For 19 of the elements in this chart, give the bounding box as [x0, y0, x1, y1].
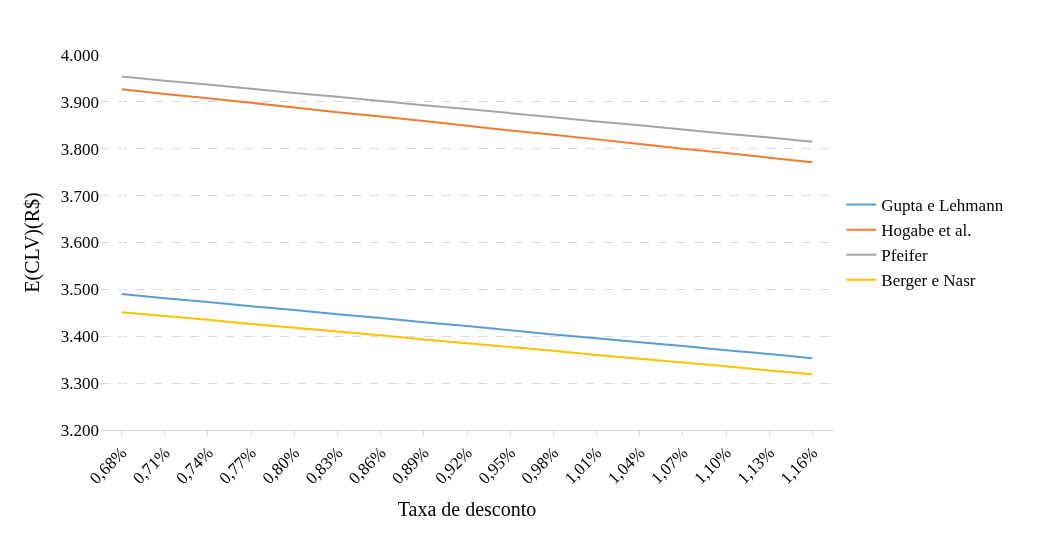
y-tick-label: 3.400 — [60, 327, 99, 347]
legend-label: Berger e Nasr — [881, 271, 976, 291]
y-tick-label: 3.600 — [60, 233, 99, 253]
line-series — [120, 311, 814, 376]
y-tick-label: 3.200 — [60, 420, 99, 440]
y-tick-label: 3.500 — [60, 280, 99, 300]
line-series — [120, 88, 814, 164]
legend-label: Gupta e Lehmann — [881, 196, 1004, 216]
line-series — [120, 75, 814, 143]
y-tick-label: 3.700 — [60, 186, 99, 206]
legend-label: Pfeifer — [881, 246, 928, 266]
line-series — [120, 293, 814, 360]
y-tick-label: 3.300 — [60, 374, 99, 394]
y-tick-label: 3.900 — [60, 92, 99, 112]
legend-label: Hogabe et al. — [881, 221, 972, 241]
y-axis-title: E(CLV)(R$) — [21, 192, 45, 293]
y-tick-label: 3.800 — [60, 139, 99, 159]
x-axis-title: Taxa de desconto — [397, 498, 537, 521]
y-tick-label: 4.000 — [60, 45, 99, 65]
